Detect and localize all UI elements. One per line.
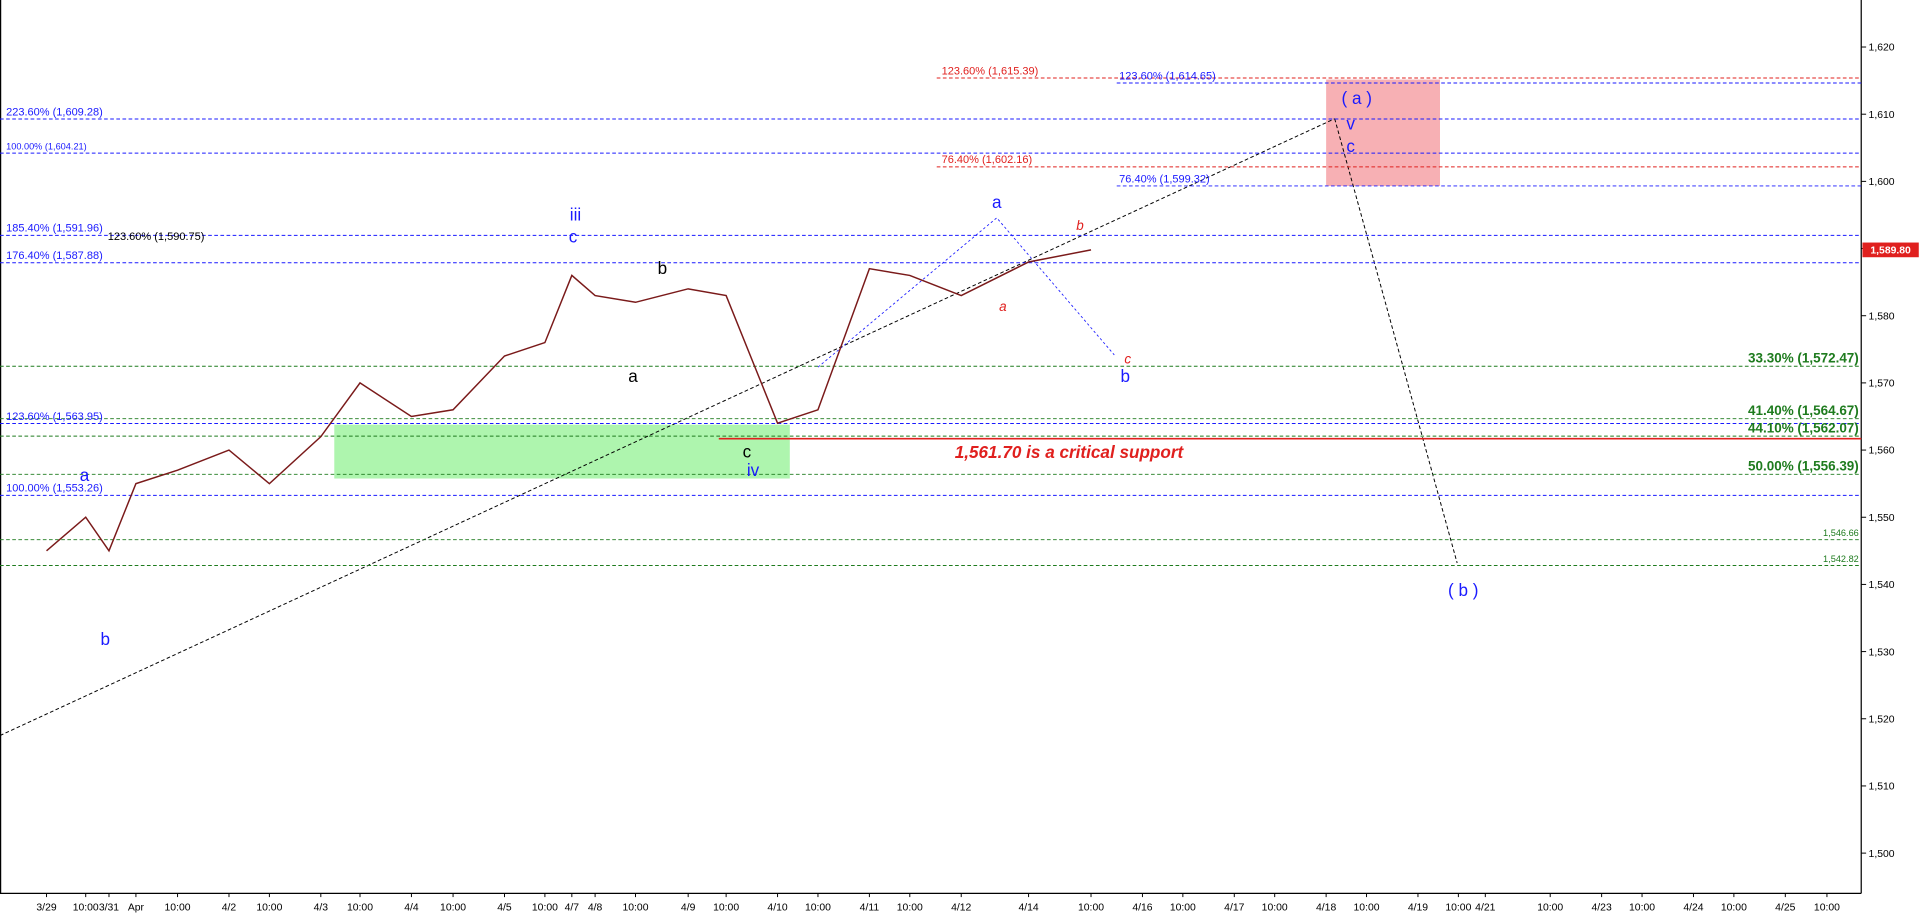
level-label: 123.60% (1,615.39) — [942, 65, 1039, 77]
x-tick-label: 4/7 — [565, 903, 580, 913]
x-tick-label: 4/24 — [1683, 903, 1703, 913]
level-label: 76.40% (1,602.16) — [942, 154, 1033, 166]
y-tick-label: 1,550 — [1869, 513, 1895, 524]
x-tick-label: 4/17 — [1224, 903, 1244, 913]
x-tick-label: 10:00 — [713, 903, 739, 913]
y-tick-label: 1,510 — [1869, 782, 1895, 793]
wave-label: b — [101, 629, 111, 649]
x-tick-label: 4/21 — [1475, 903, 1495, 913]
x-tick-label: 4/14 — [1018, 903, 1038, 913]
x-tick-label: 10:00 — [73, 903, 99, 913]
x-tick-label: 10:00 — [1262, 903, 1288, 913]
x-tick-label: 3/29 — [36, 903, 56, 913]
wave-label: b — [1121, 366, 1131, 386]
wave-label: b — [658, 258, 668, 278]
wave-label: c — [569, 226, 578, 246]
x-tick-label: 4/23 — [1592, 903, 1612, 913]
x-tick-label: 4/12 — [951, 903, 971, 913]
wave-label: c — [743, 442, 752, 462]
target-zone — [1326, 79, 1440, 187]
x-tick-label: 10:00 — [1814, 903, 1840, 913]
wave-label: c — [1124, 351, 1131, 366]
trend-line — [0, 118, 1335, 736]
x-tick-label: 10:00 — [532, 903, 558, 913]
level-label: 123.60% (1,590.75) — [108, 231, 205, 243]
x-tick-label: 4/2 — [222, 903, 237, 913]
level-label: 1,546.66 — [1823, 528, 1859, 538]
level-label: 1,542.82 — [1823, 554, 1859, 564]
wave-label: v — [1346, 114, 1355, 134]
level-label: 1,561.70 is a critical support — [955, 442, 1185, 462]
wave-label: a — [992, 192, 1002, 212]
y-tick-label: 1,580 — [1869, 311, 1895, 322]
x-tick-label: 4/3 — [314, 903, 329, 913]
level-label: 176.40% (1,587.88) — [6, 250, 103, 262]
x-tick-label: Apr — [128, 903, 145, 913]
x-tick-label: 10:00 — [440, 903, 466, 913]
level-label: 100.00% (1,604.21) — [6, 141, 87, 151]
x-tick-label: 4/4 — [404, 903, 419, 913]
x-tick-label: 4/18 — [1316, 903, 1336, 913]
x-tick-label: 4/25 — [1775, 903, 1795, 913]
x-tick-label: 4/10 — [767, 903, 787, 913]
level-label: 100.00% (1,553.26) — [6, 483, 103, 495]
x-tick-label: 10:00 — [805, 903, 831, 913]
y-tick-label: 1,620 — [1869, 43, 1895, 54]
x-tick-label: 10:00 — [1078, 903, 1104, 913]
last-price-label: 1,589.80 — [1870, 246, 1911, 257]
y-tick-label: 1,500 — [1869, 849, 1895, 860]
x-tick-label: 10:00 — [1354, 903, 1380, 913]
x-tick-label: 4/11 — [860, 903, 880, 913]
y-tick-label: 1,570 — [1869, 379, 1895, 390]
x-tick-label: 10:00 — [1721, 903, 1747, 913]
wave-label: ( b ) — [1448, 580, 1478, 600]
x-tick-label: 10:00 — [622, 903, 648, 913]
y-tick-label: 1,530 — [1869, 647, 1895, 658]
wave-label: ( a ) — [1342, 88, 1372, 108]
wave-label: a — [628, 366, 638, 386]
x-tick-label: 4/16 — [1132, 903, 1152, 913]
x-tick-label: 4/8 — [588, 903, 603, 913]
projection-line — [1334, 118, 1458, 564]
level-label: 41.40% (1,564.67) — [1748, 403, 1859, 418]
level-label: 76.40% (1,599.32) — [1119, 173, 1210, 185]
level-label: 123.60% (1,614.65) — [1119, 70, 1216, 82]
x-tick-label: 10:00 — [1537, 903, 1563, 913]
wave-label: c — [1346, 136, 1355, 156]
wave-label: a — [999, 299, 1007, 314]
level-label: 185.40% (1,591.96) — [6, 223, 103, 235]
x-tick-label: 3/31 — [99, 903, 119, 913]
wave-label: iii — [570, 204, 581, 224]
support-zone — [334, 424, 790, 479]
level-label: 33.30% (1,572.47) — [1748, 351, 1859, 366]
wave-label: a — [80, 465, 90, 485]
x-tick-label: 4/5 — [497, 903, 512, 913]
level-label: 223.60% (1,609.28) — [6, 106, 103, 118]
wave-label: iv — [747, 460, 760, 480]
last-price-box — [1862, 242, 1919, 258]
y-tick-label: 1,600 — [1869, 177, 1895, 188]
x-tick-label: 10:00 — [347, 903, 373, 913]
x-tick-label: 4/19 — [1408, 903, 1428, 913]
x-tick-label: 10:00 — [1445, 903, 1471, 913]
y-tick-label: 1,520 — [1869, 714, 1895, 725]
level-label: 50.00% (1,556.39) — [1748, 459, 1859, 474]
level-label: 123.60% (1,563.95) — [6, 411, 103, 423]
x-tick-label: 10:00 — [256, 903, 282, 913]
price-line — [46, 249, 1092, 553]
wave-label: b — [1076, 218, 1084, 233]
y-tick-label: 1,610 — [1869, 110, 1895, 121]
x-tick-label: 10:00 — [1170, 903, 1196, 913]
x-tick-label: 10:00 — [897, 903, 923, 913]
x-tick-label: 4/9 — [681, 903, 696, 913]
y-tick-label: 1,560 — [1869, 446, 1895, 457]
y-tick-label: 1,540 — [1869, 580, 1895, 591]
wave-path — [817, 217, 1115, 368]
x-tick-label: 10:00 — [165, 903, 191, 913]
x-tick-label: 10:00 — [1629, 903, 1655, 913]
level-label: 44.10% (1,562.07) — [1748, 420, 1859, 435]
